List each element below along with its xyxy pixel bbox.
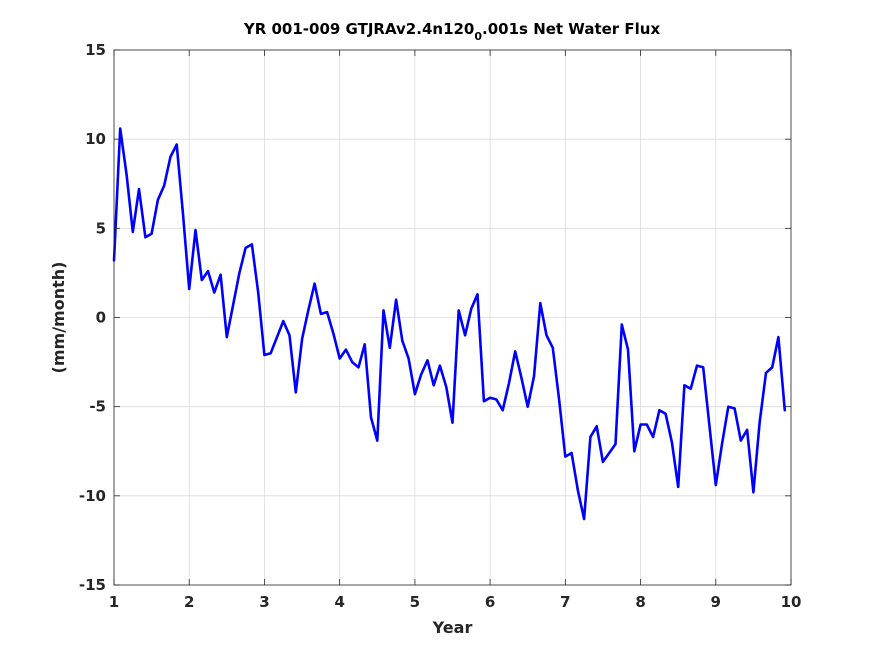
chart-title: YR 001-009 GTJRAv2.4n1200.001s Net Water… <box>243 20 661 43</box>
x-tick-label: 2 <box>184 593 194 611</box>
y-tick-label: -5 <box>89 398 106 416</box>
y-tick-label: 0 <box>96 309 106 327</box>
y-tick-label: 10 <box>85 130 106 148</box>
x-axis-label: Year <box>432 618 473 637</box>
x-tick-label: 8 <box>635 593 645 611</box>
series-layer <box>112 127 787 521</box>
x-tick-label: 3 <box>259 593 269 611</box>
y-tick-label: -15 <box>79 576 106 594</box>
x-tick-label: 1 <box>109 593 119 611</box>
y-tick-label: 15 <box>85 41 106 59</box>
x-tick-label: 9 <box>711 593 721 611</box>
series-line-0 <box>112 127 787 521</box>
y-tick-label: -10 <box>79 487 106 505</box>
x-tick-label: 5 <box>410 593 420 611</box>
y-axis-label: (mm/month) <box>49 262 68 374</box>
x-tick-label: 10 <box>781 593 802 611</box>
x-tick-label: 6 <box>485 593 495 611</box>
chart-title-suffix: .001s Net Water Flux <box>482 20 660 38</box>
chart-title-main: YR 001-009 GTJRAv2.4n120 <box>243 20 475 38</box>
x-tick-label: 7 <box>560 593 570 611</box>
y-tick-label: 5 <box>96 219 106 237</box>
chart-title-subscript: 0 <box>474 30 482 43</box>
x-tick-label: 4 <box>334 593 344 611</box>
ticks: 1 2 3 4 5 6 7 8 9 10 -15 -10 -5 0 5 10 15 <box>79 41 802 611</box>
